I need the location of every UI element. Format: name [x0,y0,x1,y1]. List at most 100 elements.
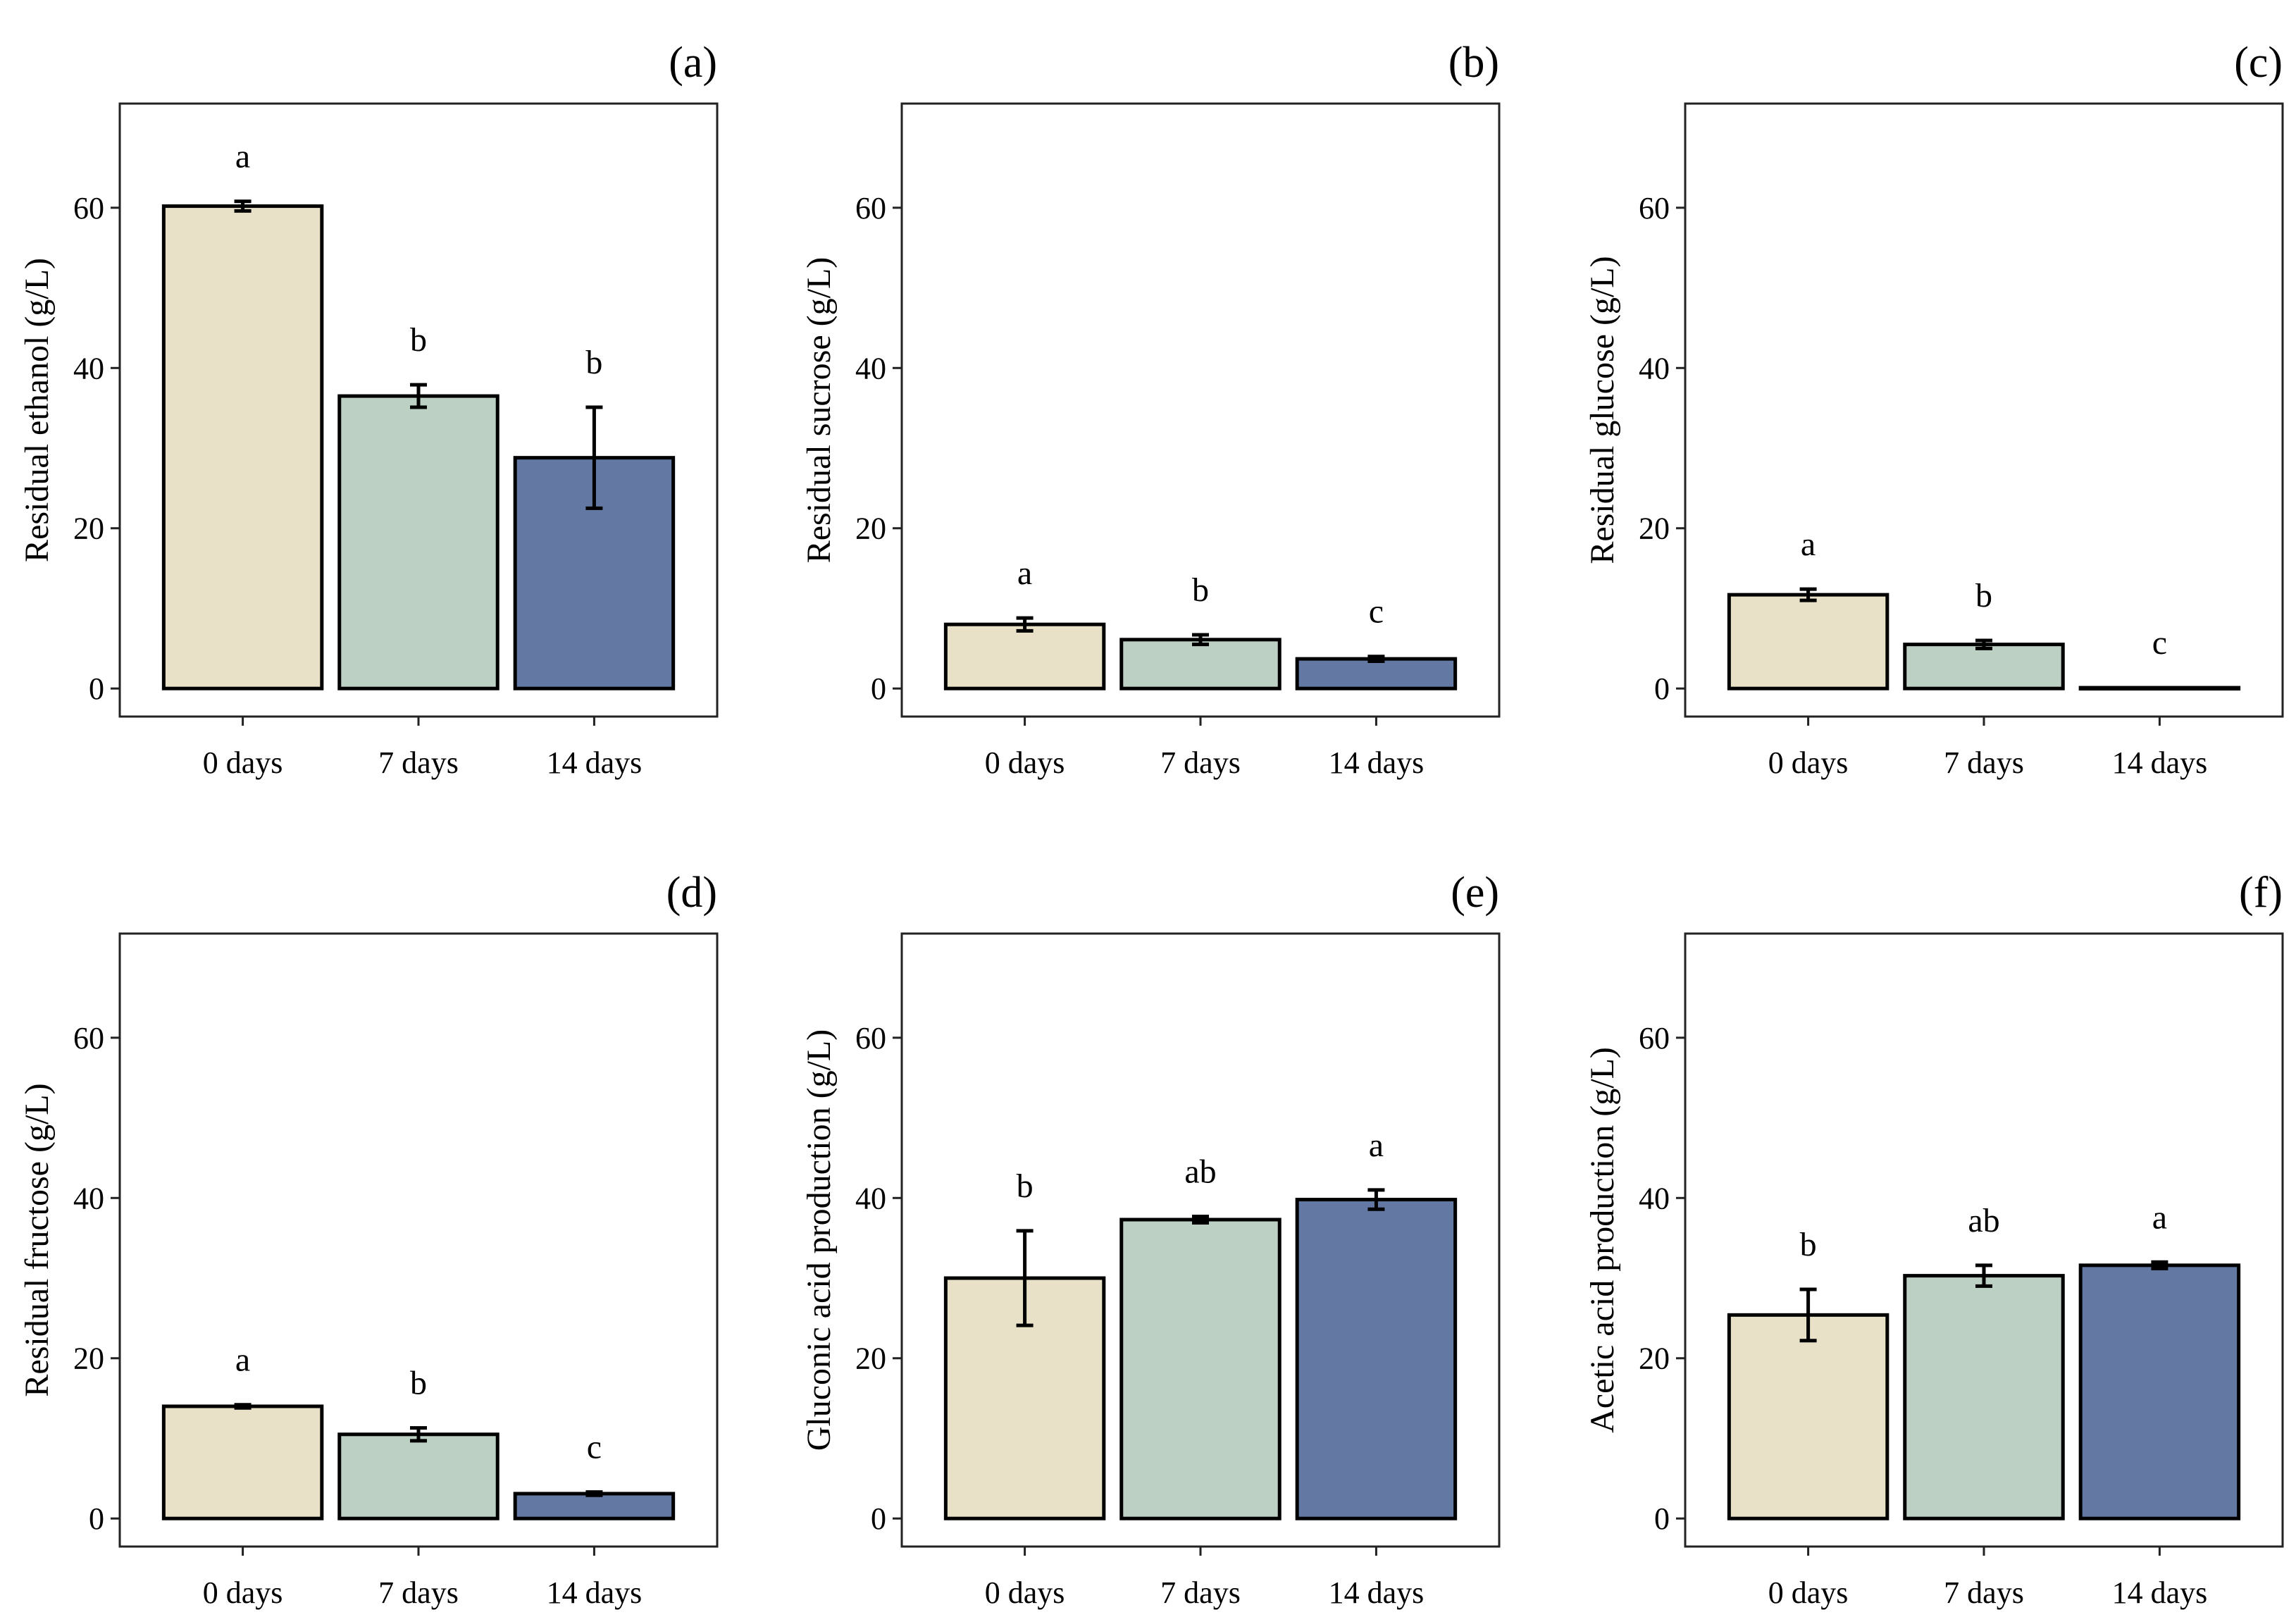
significance-label: a [1801,526,1816,563]
significance-label: b [585,344,602,381]
chart-panel-c: (c) 0 20 40 60 Residual glucose (g/L) a 0 days b… [1584,39,2284,780]
y-axis-label: Residual glucose (g/L) [1584,256,1621,564]
x-tick-label: 14 days [1329,1575,1425,1610]
chart-panel-e: (e) 0 20 40 60 Gluconic acid production (g/L)… [800,869,1501,1610]
significance-label: b [1800,1226,1817,1263]
bar-14-days [1295,1198,1458,1520]
y-tick-label: 60 [73,1021,104,1055]
error-bar [1192,633,1209,647]
error-bar [2151,1260,2168,1270]
chart-panel-a: (a) 0 20 40 60 Residual ethanol (g/L) a 0 days b… [18,39,719,780]
bar-7-days [1903,643,2065,690]
significance-label: b [1017,1167,1034,1205]
bar-14-days [513,1492,676,1520]
y-tick-label: 40 [855,351,886,385]
y-tick-label: 0 [89,1501,104,1536]
y-tick-label: 20 [855,512,886,546]
significance-label: a [235,1342,250,1379]
y-tick-label: 0 [1654,671,1670,706]
y-tick-label: 20 [1639,1342,1670,1376]
bar-14-days [2078,1263,2241,1520]
x-tick-label: 14 days [547,1575,643,1610]
y-tick-label: 40 [1639,351,1670,385]
y-tick-label: 20 [73,1342,104,1376]
panel-letter: (d) [666,869,717,917]
significance-label: b [410,1365,427,1402]
y-tick-label: 60 [73,191,104,225]
y-tick-label: 60 [855,1021,886,1055]
significance-label: a [2152,1198,2167,1236]
significance-label: ab [1968,1202,1999,1239]
y-tick-label: 20 [73,512,104,546]
y-axis-label: Residual ethanol (g/L) [18,258,56,562]
x-tick-label: 14 days [2112,745,2208,780]
chart-panel-b: (b) 0 20 40 60 Residual sucrose (g/L) a 0 days b… [800,39,1501,780]
significance-label: b [1975,577,1992,614]
error-bar [1192,1214,1209,1225]
bar-0-days [1727,1313,1889,1520]
error-bar [585,405,603,510]
significance-label: a [1017,555,1032,592]
error-bar [1016,616,1034,633]
significance-label: ab [1184,1153,1216,1190]
x-tick-label: 7 days [1160,1575,1241,1610]
significance-label: a [1369,1127,1384,1164]
bar-0-days [943,622,1106,690]
x-tick-label: 7 days [1944,1575,2024,1610]
error-bar [1975,638,1992,650]
chart-panel-d: (d) 0 20 40 60 Residual fructose (g/L) a 0 days… [18,869,719,1610]
x-tick-label: 14 days [2112,1575,2208,1610]
significance-label: c [2152,624,2167,662]
bar-14-days [1295,657,1458,690]
y-axis-label: Gluconic acid production (g/L) [800,1029,838,1451]
error-bar [1367,655,1385,664]
error-bar [234,1403,252,1410]
y-tick-label: 20 [855,1342,886,1376]
x-tick-label: 0 days [985,1575,1065,1610]
y-tick-label: 40 [73,351,104,385]
error-bar [1799,1287,1817,1343]
bar-7-days [1119,1218,1282,1520]
panel-letter: (e) [1451,869,1499,917]
y-axis-label: Acetic acid production (g/L) [1584,1047,1621,1433]
y-axis-label: Residual sucrose (g/L) [800,257,838,564]
error-bar [1799,587,1817,602]
chart-panel-f: (f) 0 20 40 60 Acetic acid production (g/L) b 0… [1584,869,2284,1610]
y-axis-label: Residual fructose (g/L) [18,1083,56,1396]
x-tick-label: 14 days [547,745,643,780]
y-tick-label: 40 [73,1181,104,1215]
error-bar [410,383,427,409]
bar-7-days [1903,1274,2065,1520]
bar-0-days [161,1404,324,1520]
error-bar [1016,1229,1034,1327]
error-bar [234,199,252,213]
x-tick-label: 0 days [203,1575,283,1610]
bar-0-days [161,204,324,690]
bar-7-days [337,394,499,690]
x-tick-label: 0 days [1768,1575,1849,1610]
y-tick-label: 0 [871,671,886,706]
significance-label: a [235,138,250,175]
y-tick-label: 40 [855,1181,886,1215]
y-tick-label: 20 [1639,512,1670,546]
x-tick-label: 7 days [1944,745,2024,780]
x-tick-label: 7 days [378,1575,459,1610]
x-tick-label: 0 days [1768,745,1849,780]
panel-letter: (f) [2239,869,2283,917]
x-tick-label: 7 days [378,745,459,780]
x-tick-label: 0 days [985,745,1065,780]
y-tick-label: 60 [1639,191,1670,225]
significance-label: c [1369,593,1384,631]
x-tick-label: 7 days [1160,745,1241,780]
y-tick-label: 40 [1639,1181,1670,1215]
y-tick-label: 0 [1654,1501,1670,1536]
bar-0-days [1727,593,1889,690]
error-bar [1975,1263,1992,1288]
y-tick-label: 0 [89,671,104,706]
y-tick-label: 0 [871,1501,886,1536]
x-tick-label: 14 days [1329,745,1425,780]
error-bar [1367,1188,1385,1211]
significance-label: b [1192,571,1209,609]
significance-label: c [587,1429,602,1466]
